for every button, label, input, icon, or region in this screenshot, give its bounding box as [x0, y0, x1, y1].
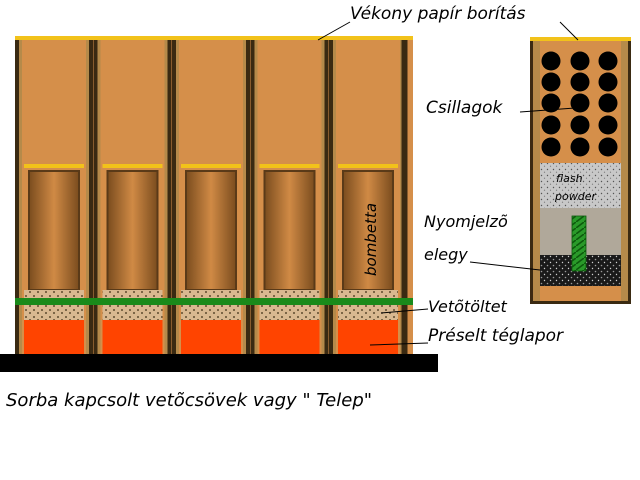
leader-clay: [369, 342, 429, 346]
label-shell: bombetta: [362, 203, 380, 276]
tube-wall-left: [329, 40, 333, 354]
tube-wall-inner-left: [254, 40, 258, 354]
shell-body: [28, 170, 80, 291]
shell-body: [106, 170, 159, 291]
tube-wall-inner-right: [321, 40, 325, 354]
star-pellet: [570, 137, 590, 157]
label-tracer-1: Nyomjelzõ: [424, 212, 508, 231]
tube-wall-right: [324, 40, 329, 354]
rack-right-edge: [401, 40, 408, 354]
label-paper-cover: Vékony papír borítás: [350, 4, 526, 24]
star-pellet: [570, 115, 590, 135]
tube-wall-inner-left: [97, 40, 101, 354]
star-pellet: [570, 93, 590, 113]
star-pellet: [541, 93, 561, 113]
leader-paper-left: [317, 21, 351, 41]
tube-wall-right: [246, 40, 250, 354]
pressed-clay: [181, 320, 241, 354]
star-pellet: [598, 93, 618, 113]
rack-base: [0, 354, 438, 372]
star-pellet: [570, 72, 590, 92]
label-tracer-2: elegy: [424, 245, 468, 264]
shell-body: [342, 170, 394, 291]
flash-powder-chamber: [540, 163, 621, 208]
tube-wall-inner-left: [19, 40, 22, 354]
shell-paper-top: [338, 164, 398, 168]
tube-wall-right: [89, 40, 93, 354]
leader-stars: [519, 107, 576, 113]
leader-tracer: [469, 261, 541, 271]
pressed-clay: [24, 320, 84, 354]
tube-wall-left: [15, 40, 19, 354]
flash-label-2: powder: [554, 190, 597, 203]
star-pellet: [598, 72, 618, 92]
tube-wall-left: [250, 40, 255, 354]
tube-wall-left: [172, 40, 176, 354]
stars-group: [541, 51, 618, 157]
star-pellet: [598, 51, 618, 71]
tube-wall-inner-right: [243, 40, 246, 354]
time-fuse: [571, 215, 587, 272]
label-stars: Csillagok: [426, 98, 504, 118]
tube-wall-inner-right: [86, 40, 89, 354]
star-pellet: [541, 137, 561, 157]
caption: Sorba kapcsolt vetõcsövek vagy " Telep": [6, 390, 372, 411]
paper-cover: [15, 36, 413, 40]
star-pellet: [541, 115, 561, 135]
tube-wall-right: [167, 40, 172, 354]
star-pellet: [598, 115, 618, 135]
leader-lines: [317, 21, 579, 346]
tube-wall-left: [93, 40, 98, 354]
shell-paper-top: [102, 164, 163, 168]
shell-cross-section: flash powder: [530, 37, 631, 304]
label-lift-charge: Vetõtöltet: [428, 297, 508, 316]
star-pellet: [541, 72, 561, 92]
flash-label-1: flash: [556, 172, 583, 185]
tube-wall-inner-left: [176, 40, 179, 354]
shell-paper-top: [181, 164, 241, 168]
pressed-clay: [102, 320, 163, 354]
star-pellet: [598, 137, 618, 157]
green-band: [15, 298, 413, 305]
tube-wall-inner-left: [333, 40, 336, 354]
tube-wall-inner-right: [164, 40, 168, 354]
shell-paper-top: [24, 164, 84, 168]
star-pellet: [541, 51, 561, 71]
leader-lift: [380, 308, 429, 314]
shell-paper-top: [259, 164, 320, 168]
shell-body: [263, 170, 316, 291]
label-clay: Préselt téglapor: [428, 326, 564, 346]
pressed-clay: [259, 320, 320, 354]
leader-paper-right: [559, 21, 579, 41]
mortar-rack: [0, 36, 438, 372]
shell-body: [185, 170, 237, 291]
shell-paper-cover: [530, 37, 631, 41]
pressed-clay: [338, 320, 398, 354]
star-pellet: [570, 51, 590, 71]
